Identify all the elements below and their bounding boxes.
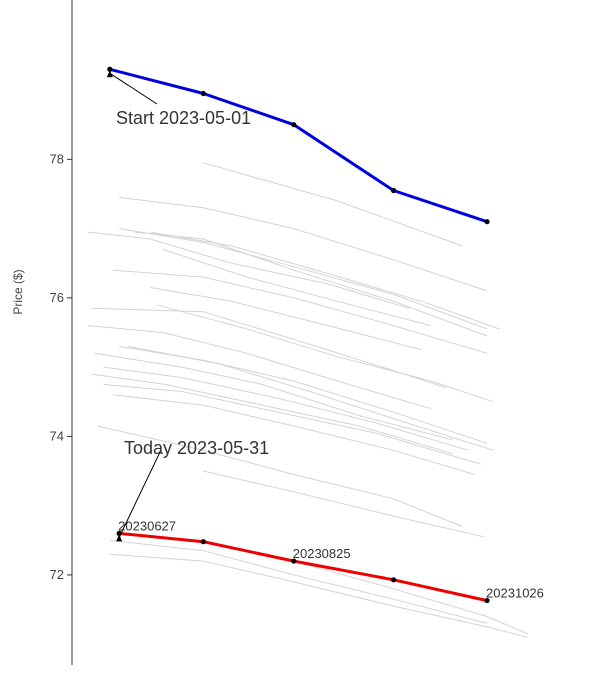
y-tick-label: 74 [50, 428, 64, 443]
history-lines [87, 162, 528, 638]
start-series-line [109, 67, 488, 224]
history-line [150, 231, 500, 330]
history-line [91, 307, 447, 389]
history-line [203, 162, 463, 247]
y-axis-title: Price ($) [11, 269, 25, 314]
point-label: 20230627 [118, 518, 176, 533]
history-line [94, 352, 453, 441]
today-series-point [390, 577, 397, 583]
start-series-point [390, 187, 397, 194]
series-lines: 20230627 20230825 20231026 [107, 66, 544, 604]
history-line [203, 470, 485, 538]
history-line [97, 425, 463, 527]
history-line [156, 304, 494, 403]
today-series-point [484, 597, 490, 604]
history-line [119, 196, 488, 292]
history-line [128, 345, 494, 451]
history-line [103, 384, 481, 465]
history-line [87, 325, 432, 410]
annotation-arrow [118, 449, 162, 538]
history-line [112, 269, 488, 354]
history-line [109, 539, 488, 624]
annotations: Start 2023-05-01 Today 2023-05-31 [106, 70, 269, 542]
y-tick-label: 78 [50, 151, 64, 166]
history-line [134, 231, 488, 337]
start-series-point [484, 219, 490, 225]
point-label: 20231026 [486, 586, 544, 601]
start-series-point [291, 122, 297, 128]
start-series-point [107, 66, 113, 72]
point-label: 20230825 [293, 546, 351, 561]
today-series-point [200, 539, 206, 545]
history-line [109, 553, 528, 638]
history-line [119, 228, 488, 330]
annotation-arrowhead [106, 70, 113, 78]
history-line [162, 248, 432, 327]
y-axis: 72 74 76 78 [50, 0, 73, 665]
y-tick-label: 76 [50, 290, 64, 305]
start-series-point [200, 90, 206, 97]
history-line [91, 373, 453, 455]
y-tick-label: 72 [50, 567, 64, 582]
history-line [203, 539, 528, 635]
history-line [103, 366, 469, 451]
annotation-arrowhead [116, 534, 123, 542]
annotation-arrow [109, 72, 158, 105]
today-series-point [291, 558, 297, 564]
annotation-label: Start 2023-05-01 [116, 108, 251, 128]
today-series-line [119, 531, 488, 603]
history-line [87, 231, 410, 309]
history-line [150, 287, 422, 351]
history-line [112, 394, 475, 475]
annotation-label: Today 2023-05-31 [124, 438, 269, 458]
